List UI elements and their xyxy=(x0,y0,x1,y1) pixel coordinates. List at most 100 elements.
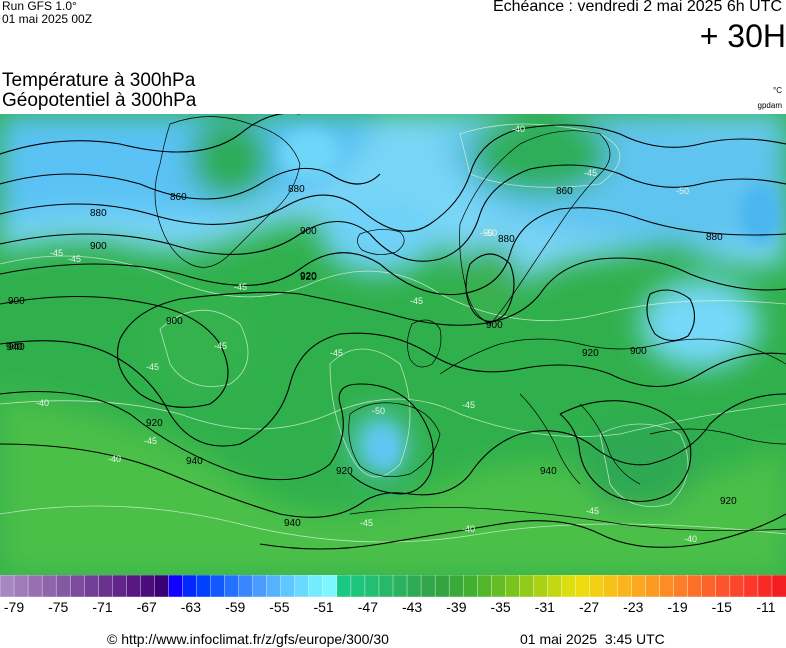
color-scale-swatch xyxy=(196,575,212,597)
temperature-field-cold-pool-east xyxy=(640,279,760,369)
color-scale-swatch xyxy=(98,575,114,597)
geopotential-label: 920 xyxy=(146,418,163,429)
color-scale-swatch xyxy=(434,575,450,597)
temperature-field-cold-pool-center xyxy=(320,194,440,274)
geopotential-label: 940 xyxy=(540,466,557,477)
source-url: © http://www.infoclimat.fr/z/gfs/europe/… xyxy=(107,631,389,647)
color-scale-swatch xyxy=(547,575,563,597)
color-scale-swatch xyxy=(673,575,689,597)
color-scale-tick: -31 xyxy=(534,599,555,615)
isotherm-line xyxy=(329,348,411,478)
temperature-color-scale xyxy=(0,575,786,597)
color-scale-swatch xyxy=(448,575,464,597)
geopotential-label: 880 xyxy=(90,208,107,219)
color-scale-swatch xyxy=(224,575,240,597)
color-scale-swatch xyxy=(392,575,408,597)
geopotential-line xyxy=(0,383,434,495)
color-scale-tick: -51 xyxy=(313,599,334,615)
parameter-temperature-title: Température à 300hPa xyxy=(2,70,196,91)
color-scale-tick: -59 xyxy=(225,599,246,615)
color-scale-swatch xyxy=(406,575,422,597)
color-scale-swatch xyxy=(757,575,773,597)
color-scale-tick: -79 xyxy=(3,599,25,615)
color-scale-swatch xyxy=(140,575,156,597)
color-scale-swatch xyxy=(182,575,198,597)
geopotential-label: 940 xyxy=(8,342,25,353)
geopotential-line xyxy=(559,400,692,502)
temperature-field-south xyxy=(0,394,786,576)
color-scale-tick: -63 xyxy=(180,599,202,615)
temperature-label: -45 xyxy=(214,341,227,351)
temperature-label: -45 xyxy=(144,436,157,446)
coastline-iberia xyxy=(348,402,441,477)
isotherm-line xyxy=(159,309,249,387)
coastline-iceland xyxy=(357,229,405,255)
temperature-field-cold-spot-greenland xyxy=(280,129,340,179)
temperature-label: -45 xyxy=(146,362,159,372)
color-scale-swatch xyxy=(603,575,619,597)
coastline-north-africa xyxy=(349,506,786,532)
color-scale-swatch xyxy=(27,575,43,597)
color-scale-swatch xyxy=(266,575,282,597)
geopotential-label: 940 xyxy=(186,456,203,467)
geopotential-contours xyxy=(0,114,786,550)
color-scale-swatch xyxy=(0,575,15,597)
temperature-label: -45 xyxy=(330,348,343,358)
color-scale-tick: -27 xyxy=(578,599,600,615)
color-scale-swatch xyxy=(336,575,352,597)
geopotential-line xyxy=(0,124,786,232)
geopotential-label: 880 xyxy=(706,232,723,243)
isotherm-line xyxy=(0,398,786,437)
color-scale-swatch xyxy=(659,575,675,597)
isotherm-line xyxy=(459,123,621,188)
color-scale-swatch xyxy=(294,575,310,597)
geopotential-line xyxy=(0,257,786,408)
coastline-greenland xyxy=(154,116,301,268)
generation-timestamp: 01 mai 2025 3:45 UTC xyxy=(520,631,665,647)
unit-temperature: °C xyxy=(773,86,782,95)
color-scale-tick: -67 xyxy=(136,599,157,615)
color-scale-swatch xyxy=(210,575,226,597)
coastlines xyxy=(154,116,786,532)
temperature-label: -45 xyxy=(234,282,247,292)
geopotential-label: 920 xyxy=(582,348,599,359)
temperature-label: -50 xyxy=(676,186,689,196)
color-scale-tick: -39 xyxy=(446,599,467,615)
geopotential-label: 920 xyxy=(300,271,317,282)
geopotential-label: 920 xyxy=(720,496,737,507)
forecast-valid-time: Echéance : vendredi 2 mai 2025 6h UTC xyxy=(492,0,782,15)
color-scale-swatch xyxy=(420,575,436,597)
color-scale-swatch xyxy=(771,575,786,597)
color-scale-tick: -15 xyxy=(711,599,732,615)
temperature-labels: -40 -45 -50 -45 -45 -50 -45 -50 -45 -45 … xyxy=(36,124,697,544)
color-scale-swatch xyxy=(112,575,128,597)
weather-map: 860 880 900 920 940 880 900 920 880 860 … xyxy=(0,114,786,576)
color-scale-tick: -11 xyxy=(756,599,776,615)
color-scale-tick: -75 xyxy=(48,599,69,615)
temperature-label: -45 xyxy=(50,248,63,258)
geopotential-label: 880 xyxy=(288,184,305,195)
color-scale-swatch xyxy=(350,575,366,597)
color-scale-tick: -43 xyxy=(401,599,423,615)
color-scale-swatch xyxy=(280,575,296,597)
isotherm-line xyxy=(0,255,786,322)
geopotential-label: 940 xyxy=(284,518,301,529)
geopotential-label: 920 xyxy=(300,272,317,283)
coastline-europe xyxy=(439,338,786,375)
geopotential-label: 900 xyxy=(300,226,317,237)
geopotential-line xyxy=(0,207,786,296)
coastline-turkey xyxy=(649,428,786,445)
color-scale-tick: -19 xyxy=(667,599,688,615)
color-scale-swatch xyxy=(322,575,338,597)
geopotential-line xyxy=(0,167,381,200)
color-scale-swatch xyxy=(238,575,254,597)
geopotential-label: 900 xyxy=(486,320,503,331)
color-scale-swatch xyxy=(69,575,86,597)
color-scale-swatch xyxy=(561,575,577,597)
temperature-label: -50 xyxy=(372,406,385,416)
color-scale-swatch xyxy=(41,575,57,597)
color-scale-tick: -35 xyxy=(490,599,511,615)
color-scale-swatch xyxy=(84,575,100,597)
temperature-field-warm-atlantic xyxy=(150,294,250,394)
